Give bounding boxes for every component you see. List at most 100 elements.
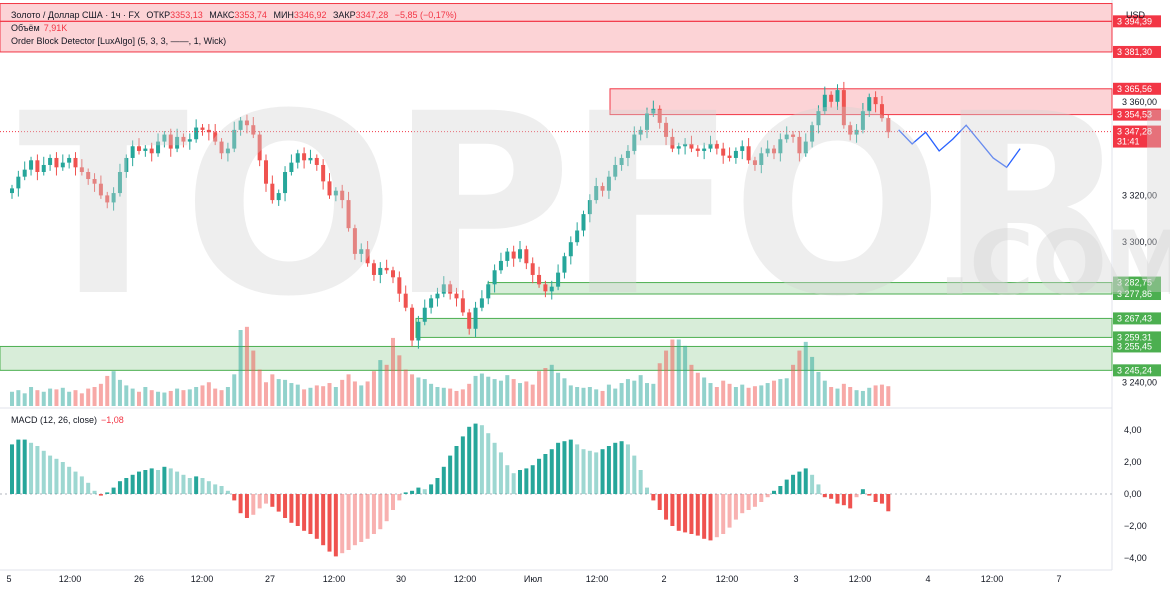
macd-bar (137, 471, 141, 494)
volume-bar (29, 387, 34, 406)
candle-body (54, 157, 59, 168)
volume-bar (772, 380, 776, 406)
currency-button[interactable]: USD (1125, 10, 1145, 20)
macd-bar (727, 494, 732, 528)
macd-bar (632, 455, 637, 494)
volume-bar (759, 385, 764, 406)
macd-bar (791, 474, 796, 494)
macd-bar (333, 494, 338, 557)
macd-bar (232, 494, 237, 501)
macd-bar (702, 494, 707, 539)
volume-bar (219, 390, 224, 406)
candle-body (733, 150, 738, 158)
price-tick: 3 360,00 (1122, 97, 1157, 107)
macd-bar (35, 446, 40, 494)
volume-bar (391, 337, 395, 406)
volume-bar (206, 382, 211, 406)
volume-bar (365, 381, 370, 406)
volume-bar (829, 387, 834, 406)
candle-body (149, 148, 154, 154)
time-tick: 27 (265, 574, 275, 584)
candle-body (587, 200, 592, 215)
candle-body (752, 160, 757, 165)
volume-bar (283, 379, 288, 406)
volume-bar (651, 383, 656, 406)
macd-bar (276, 494, 281, 512)
candle-body (467, 312, 472, 329)
candle-body (848, 125, 853, 135)
macd-bar (29, 442, 34, 494)
macd-bar (187, 478, 192, 494)
candle-body (232, 129, 237, 149)
volume-bar (543, 368, 548, 406)
candle-body (581, 214, 586, 231)
macd-bar (733, 494, 738, 520)
macd-bar (784, 479, 789, 494)
volume-bar (867, 387, 872, 406)
symbol-title[interactable]: Золото / Доллар США · 1ч · FX (11, 10, 140, 20)
volume-legend[interactable]: Объём 7,91K (11, 22, 71, 34)
candle-body (530, 263, 535, 275)
candle-body (105, 195, 110, 203)
volume-bar (359, 385, 364, 406)
candle-body (308, 157, 313, 161)
candle-body (454, 293, 459, 299)
macd-bar (613, 442, 618, 494)
support-zone (415, 317, 1113, 338)
macd-bar (492, 442, 497, 494)
volume-bar (740, 384, 745, 406)
volume-bar (244, 326, 249, 406)
candle-body (886, 118, 891, 133)
countdown-text: 31:41 (1117, 137, 1140, 147)
macd-bar (498, 452, 503, 494)
symbol-legend[interactable]: Золото / Доллар США · 1ч · FX ОТКР3353,1… (11, 9, 461, 21)
macd-bar (371, 494, 376, 534)
macd-bar (181, 474, 186, 494)
volume-bar (873, 385, 878, 406)
candle-body (498, 260, 503, 271)
price-label-text: 3 354,53 (1117, 110, 1152, 120)
candle-body (41, 164, 46, 172)
macd-bar (797, 471, 802, 494)
indicator-legend[interactable]: Order Block Detector [LuxAlgo] (5, 3, 3,… (11, 35, 230, 47)
candle-body (137, 146, 141, 151)
price-label-box (1113, 45, 1161, 58)
candle-body (600, 186, 605, 191)
price-label-box (1113, 312, 1161, 325)
volume-bar (708, 383, 713, 406)
macd-bar (670, 494, 675, 526)
volume-bar (200, 385, 205, 406)
candle-body (168, 134, 173, 149)
candle-body (791, 134, 796, 137)
candle-body (92, 179, 97, 184)
volume-bar (638, 375, 643, 406)
macd-legend[interactable]: MACD (12, 26, close) −1,08 (11, 414, 128, 426)
macd-bar (73, 471, 78, 494)
time-tick: 12:00 (586, 574, 609, 584)
price-label-box (1113, 288, 1161, 301)
volume-bar (606, 384, 611, 406)
candle-body (35, 160, 40, 172)
price-label-text: 3 282,75 (1117, 278, 1152, 288)
high-value: 3353,74 (234, 10, 267, 20)
candle-body (568, 242, 573, 257)
candle-body (664, 122, 669, 137)
low-value: 3346,92 (293, 10, 327, 20)
volume-bar (232, 374, 237, 406)
support-zone (487, 282, 1113, 295)
macd-bar (308, 494, 313, 534)
candle-body (721, 148, 726, 156)
candle-body (410, 307, 415, 341)
resistance-zone (609, 88, 1113, 116)
candle-body (251, 125, 256, 135)
candle-body (448, 284, 453, 294)
macd-bar (41, 450, 46, 494)
macd-bar (562, 441, 567, 494)
macd-bar (219, 486, 224, 494)
candle-body (803, 141, 808, 154)
candle-body (879, 104, 884, 119)
candle-body (683, 143, 688, 147)
volume-bar (321, 386, 326, 406)
volume-bar (308, 387, 313, 406)
